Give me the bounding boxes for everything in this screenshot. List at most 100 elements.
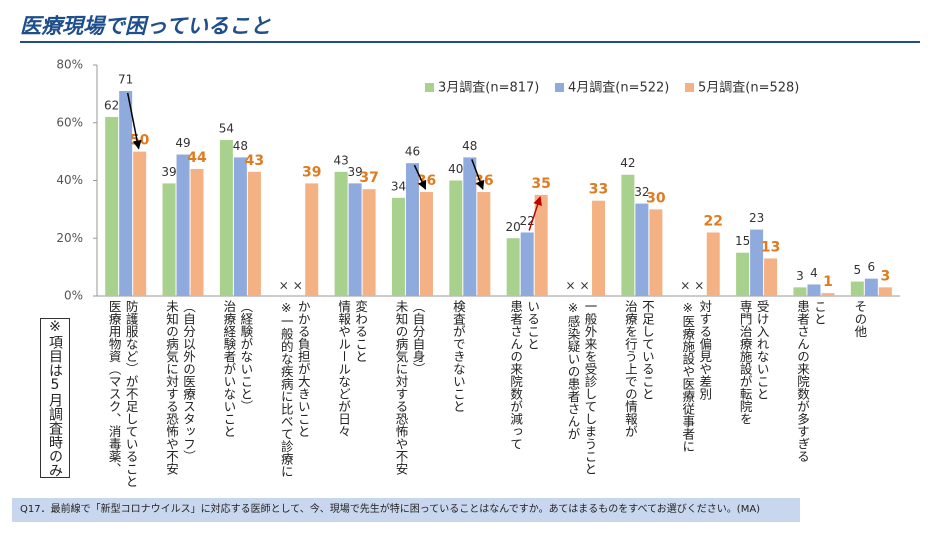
value-label: 5 bbox=[854, 263, 862, 277]
bar bbox=[119, 90, 133, 296]
value-label: 46 bbox=[405, 145, 420, 159]
bar bbox=[764, 258, 778, 296]
bar bbox=[807, 284, 821, 296]
x-tick-label: 検査ができないこと bbox=[450, 300, 466, 413]
value-label: 71 bbox=[118, 72, 133, 86]
bar bbox=[477, 192, 491, 296]
value-label: × bbox=[279, 279, 289, 293]
value-label: 43 bbox=[245, 153, 264, 169]
bar bbox=[391, 197, 405, 296]
bar bbox=[649, 209, 663, 296]
bar bbox=[219, 140, 233, 296]
change-arrow bbox=[528, 196, 542, 231]
value-label: × bbox=[293, 279, 303, 293]
x-tick-label: ※感染疑いの患者さんが 一般外来を受診してしまうこと bbox=[565, 300, 598, 475]
x-tick-label: 患者さんの来院数が多すぎる こと bbox=[794, 300, 827, 463]
bar bbox=[864, 278, 878, 296]
change-arrow bbox=[413, 164, 427, 190]
value-label: 22 bbox=[704, 213, 723, 229]
x-tick-label: 患者さんの来院数が減って いること bbox=[508, 300, 541, 450]
bar bbox=[520, 232, 534, 296]
bar bbox=[750, 229, 764, 296]
value-label: × bbox=[566, 279, 576, 293]
bar bbox=[133, 151, 147, 296]
value-label: 35 bbox=[531, 176, 550, 192]
bar bbox=[449, 180, 463, 296]
value-label: 30 bbox=[646, 190, 666, 206]
value-label: 48 bbox=[233, 139, 248, 153]
value-label: 37 bbox=[359, 170, 378, 186]
value-label: 33 bbox=[589, 182, 608, 198]
legend-swatch bbox=[425, 83, 434, 92]
x-tick-label: その他 bbox=[852, 300, 868, 338]
value-label: 39 bbox=[161, 165, 176, 179]
bar bbox=[706, 232, 720, 296]
value-label: 50 bbox=[130, 133, 150, 149]
value-label: 43 bbox=[333, 153, 348, 167]
value-label: 15 bbox=[735, 234, 750, 248]
x-tick-label: 医療用物資（マスク、消毒薬、 防護服など）が不足していること bbox=[106, 300, 139, 488]
bar bbox=[348, 183, 362, 296]
y-tick-label: 80% bbox=[56, 58, 83, 72]
value-label: 3 bbox=[796, 269, 804, 283]
bar bbox=[821, 293, 835, 296]
bar bbox=[736, 252, 750, 296]
value-label: × bbox=[580, 279, 590, 293]
bar bbox=[878, 287, 892, 296]
x-tick-label: 情報やルールなどが日々 変わること bbox=[336, 300, 369, 438]
bar bbox=[233, 157, 247, 296]
y-tick-label: 20% bbox=[56, 231, 83, 245]
bar bbox=[362, 189, 376, 296]
x-tick-label: 専門治療施設が転院を 受け入れないこと bbox=[737, 300, 770, 425]
bar bbox=[305, 183, 319, 296]
bar bbox=[419, 192, 433, 296]
y-tick-label: 0% bbox=[64, 289, 83, 303]
value-label: 49 bbox=[175, 136, 190, 150]
x-tick-label: ※医療施設や医療従事者に 対する偏見や差別 bbox=[680, 300, 713, 453]
value-label: 40 bbox=[448, 162, 463, 176]
value-label: 32 bbox=[634, 185, 649, 199]
value-label: 62 bbox=[104, 98, 119, 112]
value-label: 39 bbox=[347, 165, 362, 179]
bar bbox=[850, 281, 864, 296]
y-tick-label: 60% bbox=[56, 115, 83, 129]
legend-swatch bbox=[555, 83, 564, 92]
bar bbox=[793, 287, 807, 296]
x-tick-label: 未知の病気に対する恐怖や不安 （自分自身） bbox=[393, 300, 426, 475]
legend-label: 4月調査(n=522) bbox=[568, 81, 669, 96]
bar bbox=[190, 168, 204, 296]
value-label: 23 bbox=[749, 211, 764, 225]
value-label: 20 bbox=[506, 220, 521, 234]
bar bbox=[105, 116, 119, 296]
value-label: 4 bbox=[810, 266, 818, 280]
side-note: ※項目は5月調査時のみ bbox=[40, 318, 70, 478]
value-label: × bbox=[694, 279, 704, 293]
value-label: 34 bbox=[391, 179, 406, 193]
value-label: 54 bbox=[219, 122, 234, 136]
bar bbox=[506, 238, 520, 296]
bar bbox=[247, 171, 261, 296]
value-label: 48 bbox=[462, 139, 477, 153]
value-label: 6 bbox=[868, 260, 876, 274]
change-arrow bbox=[471, 159, 485, 190]
legend-label: 3月調査(n=817) bbox=[438, 81, 539, 96]
legend-swatch bbox=[685, 83, 694, 92]
x-tick-label: 治療経験者がいないこと （経験がないこと） bbox=[221, 300, 254, 438]
bar bbox=[334, 171, 348, 296]
bar bbox=[463, 157, 477, 296]
bar bbox=[162, 183, 176, 296]
value-label: × bbox=[680, 279, 690, 293]
bar bbox=[621, 174, 635, 296]
legend-label: 5月調査(n=528) bbox=[698, 81, 799, 96]
x-tick-label: 治療を行う上での情報が 不足していること bbox=[622, 300, 655, 438]
value-label: 1 bbox=[823, 274, 833, 290]
y-tick-label: 40% bbox=[56, 173, 83, 187]
value-label: 3 bbox=[880, 268, 890, 284]
change-arrow bbox=[126, 92, 142, 150]
value-label: 39 bbox=[302, 164, 321, 180]
bar bbox=[635, 203, 649, 296]
x-tick-label: ※一般的な疾病に比べて診療に かかる負担が大きいこと bbox=[278, 300, 311, 478]
footnote: Q17．最前線で「新型コロナウイルス」に対応する医師として、今、現場で先生が特に… bbox=[12, 498, 800, 522]
